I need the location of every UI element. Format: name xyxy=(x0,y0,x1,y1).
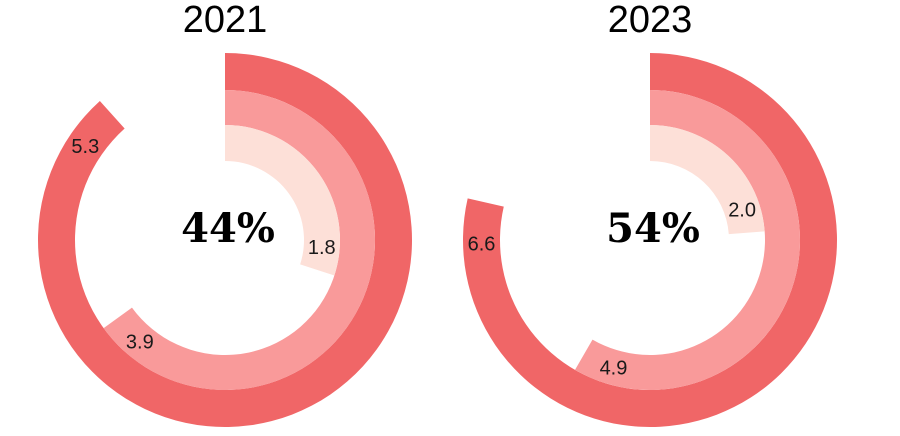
ring-value-label: 1.8 xyxy=(308,237,336,259)
radial-chart-2021: 2021 5.3 3.9 1.8 44% xyxy=(38,0,412,427)
middle-ring-bar xyxy=(575,90,800,390)
ring-value-label: 2.0 xyxy=(728,200,756,222)
ring-value-label: 4.9 xyxy=(600,357,628,379)
ring-value-label: 6.6 xyxy=(468,233,496,255)
ring-value-label: 3.9 xyxy=(126,332,154,354)
radial-chart-2023: 2023 6.6 4.9 2.0 54% xyxy=(463,0,837,427)
chart-title: 2023 xyxy=(608,0,693,41)
center-percentage: 44% xyxy=(181,205,275,252)
inner-ring-bar xyxy=(650,125,765,235)
ring-value-label: 5.3 xyxy=(71,136,99,158)
chart-title: 2021 xyxy=(183,0,268,41)
center-percentage: 54% xyxy=(606,205,700,252)
inner-ring-bar xyxy=(225,125,340,276)
